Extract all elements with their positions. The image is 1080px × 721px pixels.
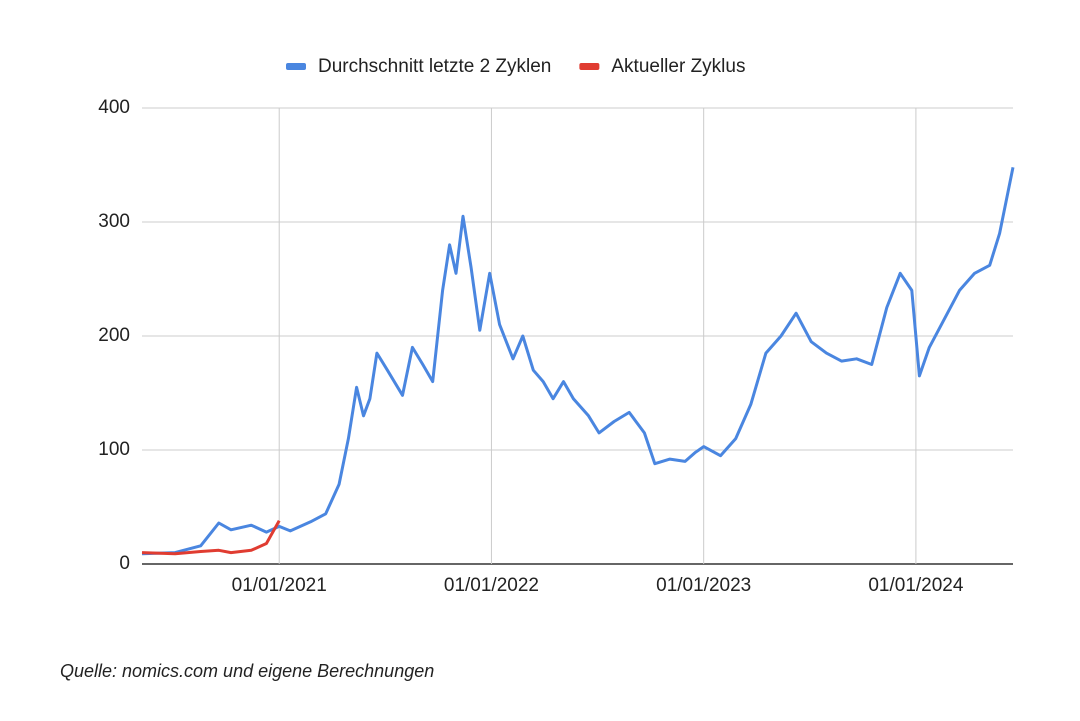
x-tick-label: 01/01/2024 xyxy=(868,575,964,596)
source-note: Quelle: nomics.com und eigene Berechnung… xyxy=(60,661,434,681)
series-line xyxy=(141,519,281,556)
legend-swatch xyxy=(579,63,600,70)
y-tick-label: 100 xyxy=(98,439,130,460)
x-tick-label: 01/01/2022 xyxy=(444,575,539,596)
x-tick-label: 01/01/2021 xyxy=(232,575,327,596)
y-tick-label: 0 xyxy=(119,553,130,574)
legend-label: Aktueller Zyklus xyxy=(611,56,745,77)
series-line xyxy=(141,167,1015,556)
y-tick-label: 200 xyxy=(98,325,130,346)
x-tick-label: 01/01/2023 xyxy=(656,575,751,596)
legend-label: Durchschnitt letzte 2 Zyklen xyxy=(318,56,551,77)
y-tick-label: 300 xyxy=(98,211,130,232)
legend-swatch xyxy=(286,63,306,70)
y-tick-label: 400 xyxy=(98,97,130,118)
